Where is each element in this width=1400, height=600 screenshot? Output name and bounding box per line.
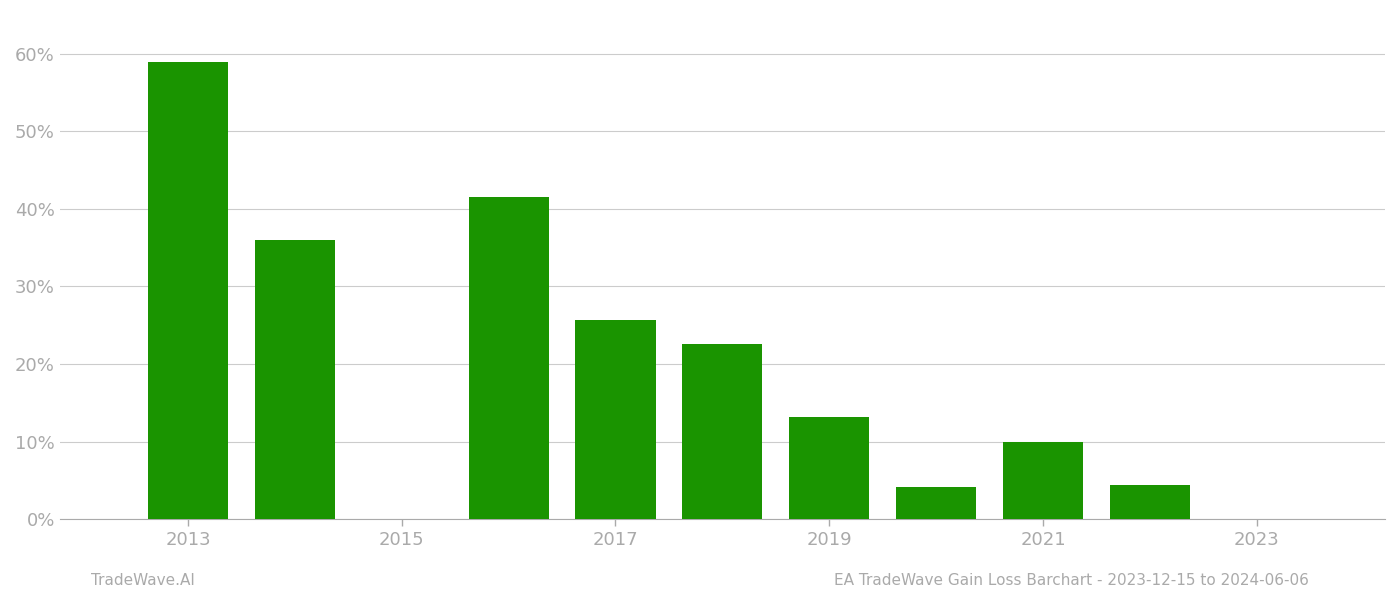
Bar bbox=[575, 320, 655, 519]
Bar bbox=[148, 62, 228, 519]
Bar bbox=[682, 344, 763, 519]
Bar bbox=[790, 417, 869, 519]
Bar bbox=[1002, 442, 1084, 519]
Bar bbox=[896, 487, 976, 519]
Text: TradeWave.AI: TradeWave.AI bbox=[91, 573, 195, 588]
Bar bbox=[469, 197, 549, 519]
Bar bbox=[255, 240, 335, 519]
Bar bbox=[1110, 485, 1190, 519]
Text: EA TradeWave Gain Loss Barchart - 2023-12-15 to 2024-06-06: EA TradeWave Gain Loss Barchart - 2023-1… bbox=[834, 573, 1309, 588]
